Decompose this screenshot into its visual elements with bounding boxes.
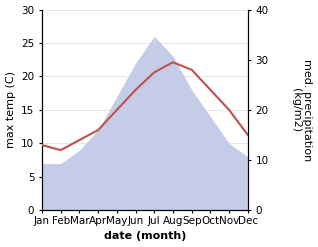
X-axis label: date (month): date (month)	[104, 231, 186, 242]
Y-axis label: max temp (C): max temp (C)	[5, 71, 16, 148]
Y-axis label: med. precipitation
(kg/m2): med. precipitation (kg/m2)	[291, 59, 313, 161]
